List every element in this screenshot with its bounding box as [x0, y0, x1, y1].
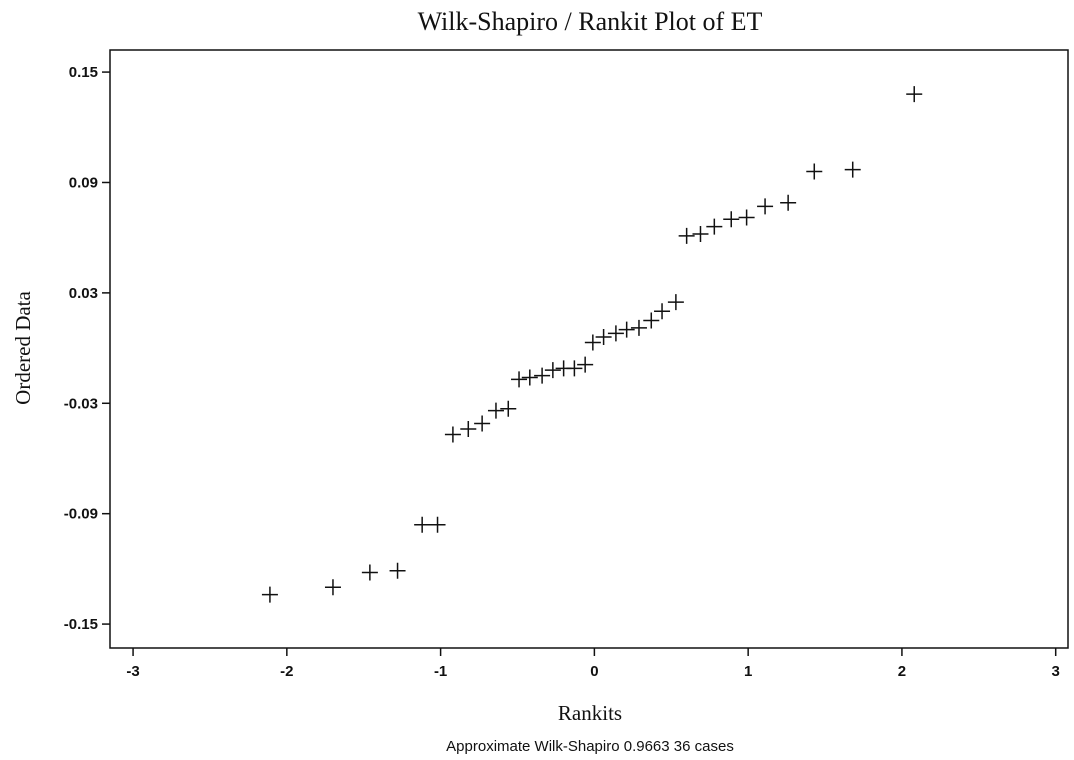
point — [845, 162, 861, 178]
point — [643, 312, 659, 328]
y-tick-label: -0.15 — [64, 616, 98, 633]
point — [906, 86, 922, 102]
point — [757, 198, 773, 214]
point — [445, 427, 461, 443]
y-tick-label: 0.09 — [69, 174, 98, 191]
x-tick-label: 0 — [590, 663, 598, 680]
point — [631, 320, 647, 336]
point — [739, 209, 755, 225]
x-tick-label: 3 — [1052, 663, 1060, 680]
point — [390, 563, 406, 579]
point — [414, 517, 430, 533]
point — [619, 322, 635, 338]
point — [500, 401, 516, 417]
y-tick-label: -0.03 — [64, 395, 98, 412]
point — [430, 517, 446, 533]
point — [806, 163, 822, 179]
x-tick-label: 1 — [744, 663, 752, 680]
x-tick-label: 2 — [898, 663, 906, 680]
point — [679, 228, 695, 244]
y-tick-label: 0.15 — [69, 64, 98, 81]
point — [577, 357, 593, 373]
point — [780, 195, 796, 211]
x-tick-label: -3 — [126, 663, 139, 680]
point — [262, 587, 278, 603]
point — [654, 303, 670, 319]
point — [566, 360, 582, 376]
point — [362, 565, 378, 581]
chart: Wilk-Shapiro / Rankit Plot of ET Rankits… — [0, 0, 1074, 760]
point — [706, 219, 722, 235]
point — [460, 421, 476, 437]
x-axis-label: Rankits — [558, 701, 622, 725]
point — [325, 579, 341, 595]
point — [511, 371, 527, 387]
x-tick-label: -2 — [280, 663, 293, 680]
plot-frame — [110, 50, 1068, 648]
y-tick-label: 0.03 — [69, 285, 98, 302]
point — [608, 325, 624, 341]
chart-title: Wilk-Shapiro / Rankit Plot of ET — [418, 7, 763, 36]
x-tick-label: -1 — [434, 663, 447, 680]
y-axis-label: Ordered Data — [11, 290, 35, 404]
point — [723, 211, 739, 227]
point — [488, 403, 504, 419]
y-tick-label: -0.09 — [64, 506, 98, 523]
point — [692, 226, 708, 242]
point — [474, 416, 490, 432]
point — [522, 370, 538, 386]
point — [668, 294, 684, 310]
footnote: Approximate Wilk-Shapiro 0.9663 36 cases — [446, 738, 734, 755]
